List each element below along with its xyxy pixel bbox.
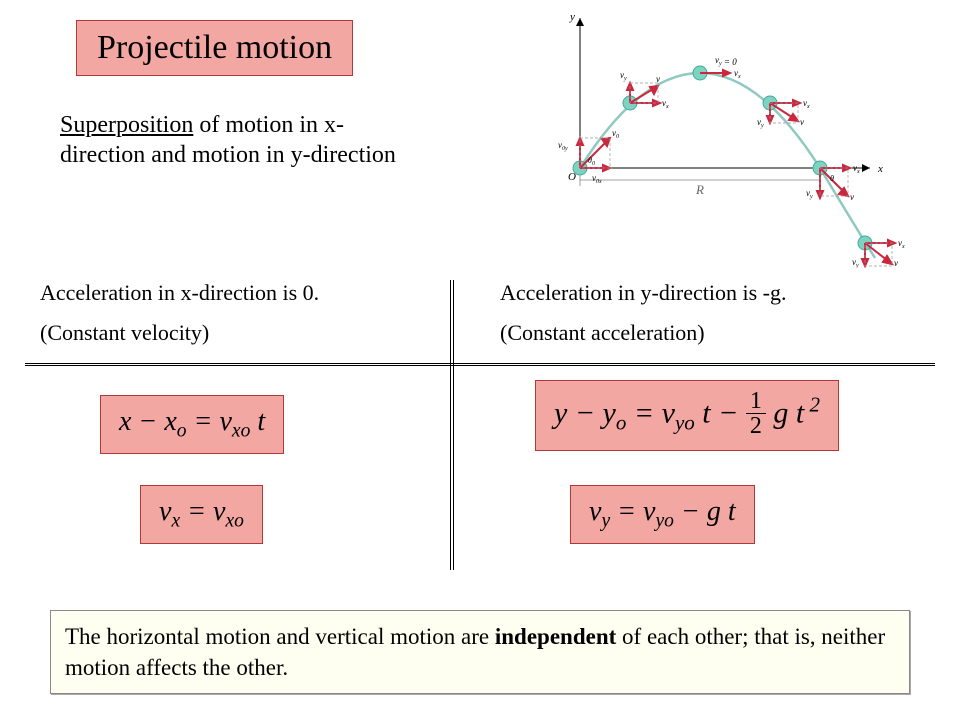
equation-y-velocity: vy = vyo − g t: [570, 485, 755, 544]
conclusion-pre: The horizontal motion and vertical motio…: [65, 624, 495, 649]
svg-text:vx: vx: [898, 238, 905, 250]
svg-text:v: v: [850, 192, 854, 202]
svg-text:vy: vy: [620, 70, 627, 82]
svg-text:v: v: [894, 258, 898, 268]
conclusion-bold: independent: [495, 624, 616, 649]
svg-text:v: v: [656, 74, 660, 84]
svg-text:v: v: [800, 117, 804, 127]
svg-text:vx: vx: [734, 68, 741, 80]
y-accel-header: Acceleration in y-direction is -g.: [500, 280, 920, 306]
superposition-underlined: Superposition: [60, 112, 193, 138]
svg-text:v0: v0: [612, 128, 619, 140]
svg-text:vx: vx: [803, 98, 810, 110]
x-accel-sub: (Constant velocity): [40, 320, 209, 346]
superposition-text: Superposition of motion in x-direction a…: [60, 110, 400, 170]
svg-text:R: R: [695, 182, 704, 197]
horizontal-divider: [25, 363, 935, 367]
svg-text:vy: vy: [852, 257, 859, 268]
equation-x-position: x − xo = vxo t: [100, 395, 284, 454]
conclusion-box: The horizontal motion and vertical motio…: [50, 610, 910, 694]
svg-text:θ0: θ0: [588, 156, 595, 167]
svg-text:θ: θ: [830, 174, 834, 183]
equation-y-position: y − yo = vyo t − 12 g t 2: [535, 380, 839, 451]
svg-text:vy = 0: vy = 0: [715, 55, 737, 67]
svg-text:v0y: v0y: [558, 140, 568, 152]
svg-text:y: y: [569, 11, 575, 23]
svg-text:v0x: v0x: [592, 173, 602, 185]
svg-text:vy: vy: [757, 117, 764, 129]
equation-x-velocity: vx = vxo: [140, 485, 263, 544]
x-accel-header: Acceleration in x-direction is 0.: [40, 280, 460, 306]
svg-text:vx: vx: [662, 98, 669, 110]
svg-text:x: x: [877, 163, 883, 175]
svg-text:vy: vy: [806, 188, 813, 200]
vertical-divider: [450, 280, 454, 570]
page-title: Projectile motion: [76, 20, 353, 76]
trajectory-diagram: x y O R: [530, 8, 910, 268]
svg-text:vx: vx: [853, 163, 860, 175]
y-accel-sub: (Constant acceleration): [500, 320, 705, 346]
